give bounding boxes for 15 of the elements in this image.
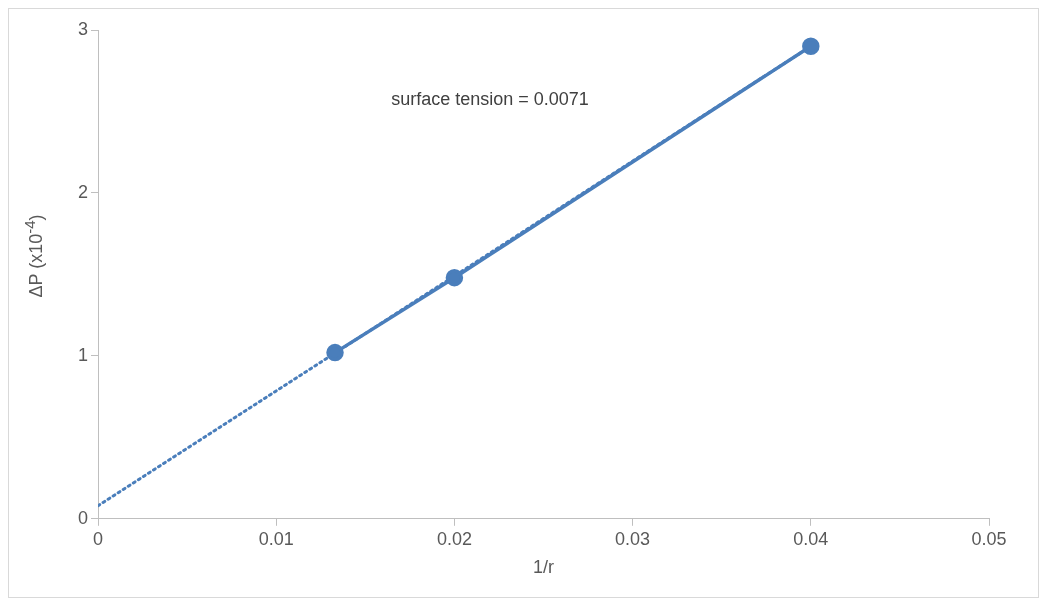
x-tick-label: 0.03 [615, 528, 651, 549]
y-tick-label: 2 [78, 181, 89, 202]
point [445, 268, 464, 287]
x-tick-label: 0.05 [971, 528, 1007, 549]
annotation: surface tension = 0.0071 [391, 88, 589, 109]
x-tick-label: 0.01 [258, 528, 294, 549]
point [802, 37, 820, 56]
y-tick-label: 3 [78, 18, 89, 39]
x-axis-title: 1/r [533, 557, 555, 578]
x-tick-label: 0.02 [436, 528, 472, 549]
y-tick-label: 0 [78, 507, 89, 528]
x-tick-label: 0.04 [793, 528, 829, 549]
y-tick-label: 1 [78, 344, 89, 365]
x-tick-label: 0 [93, 528, 104, 549]
point [326, 343, 344, 362]
